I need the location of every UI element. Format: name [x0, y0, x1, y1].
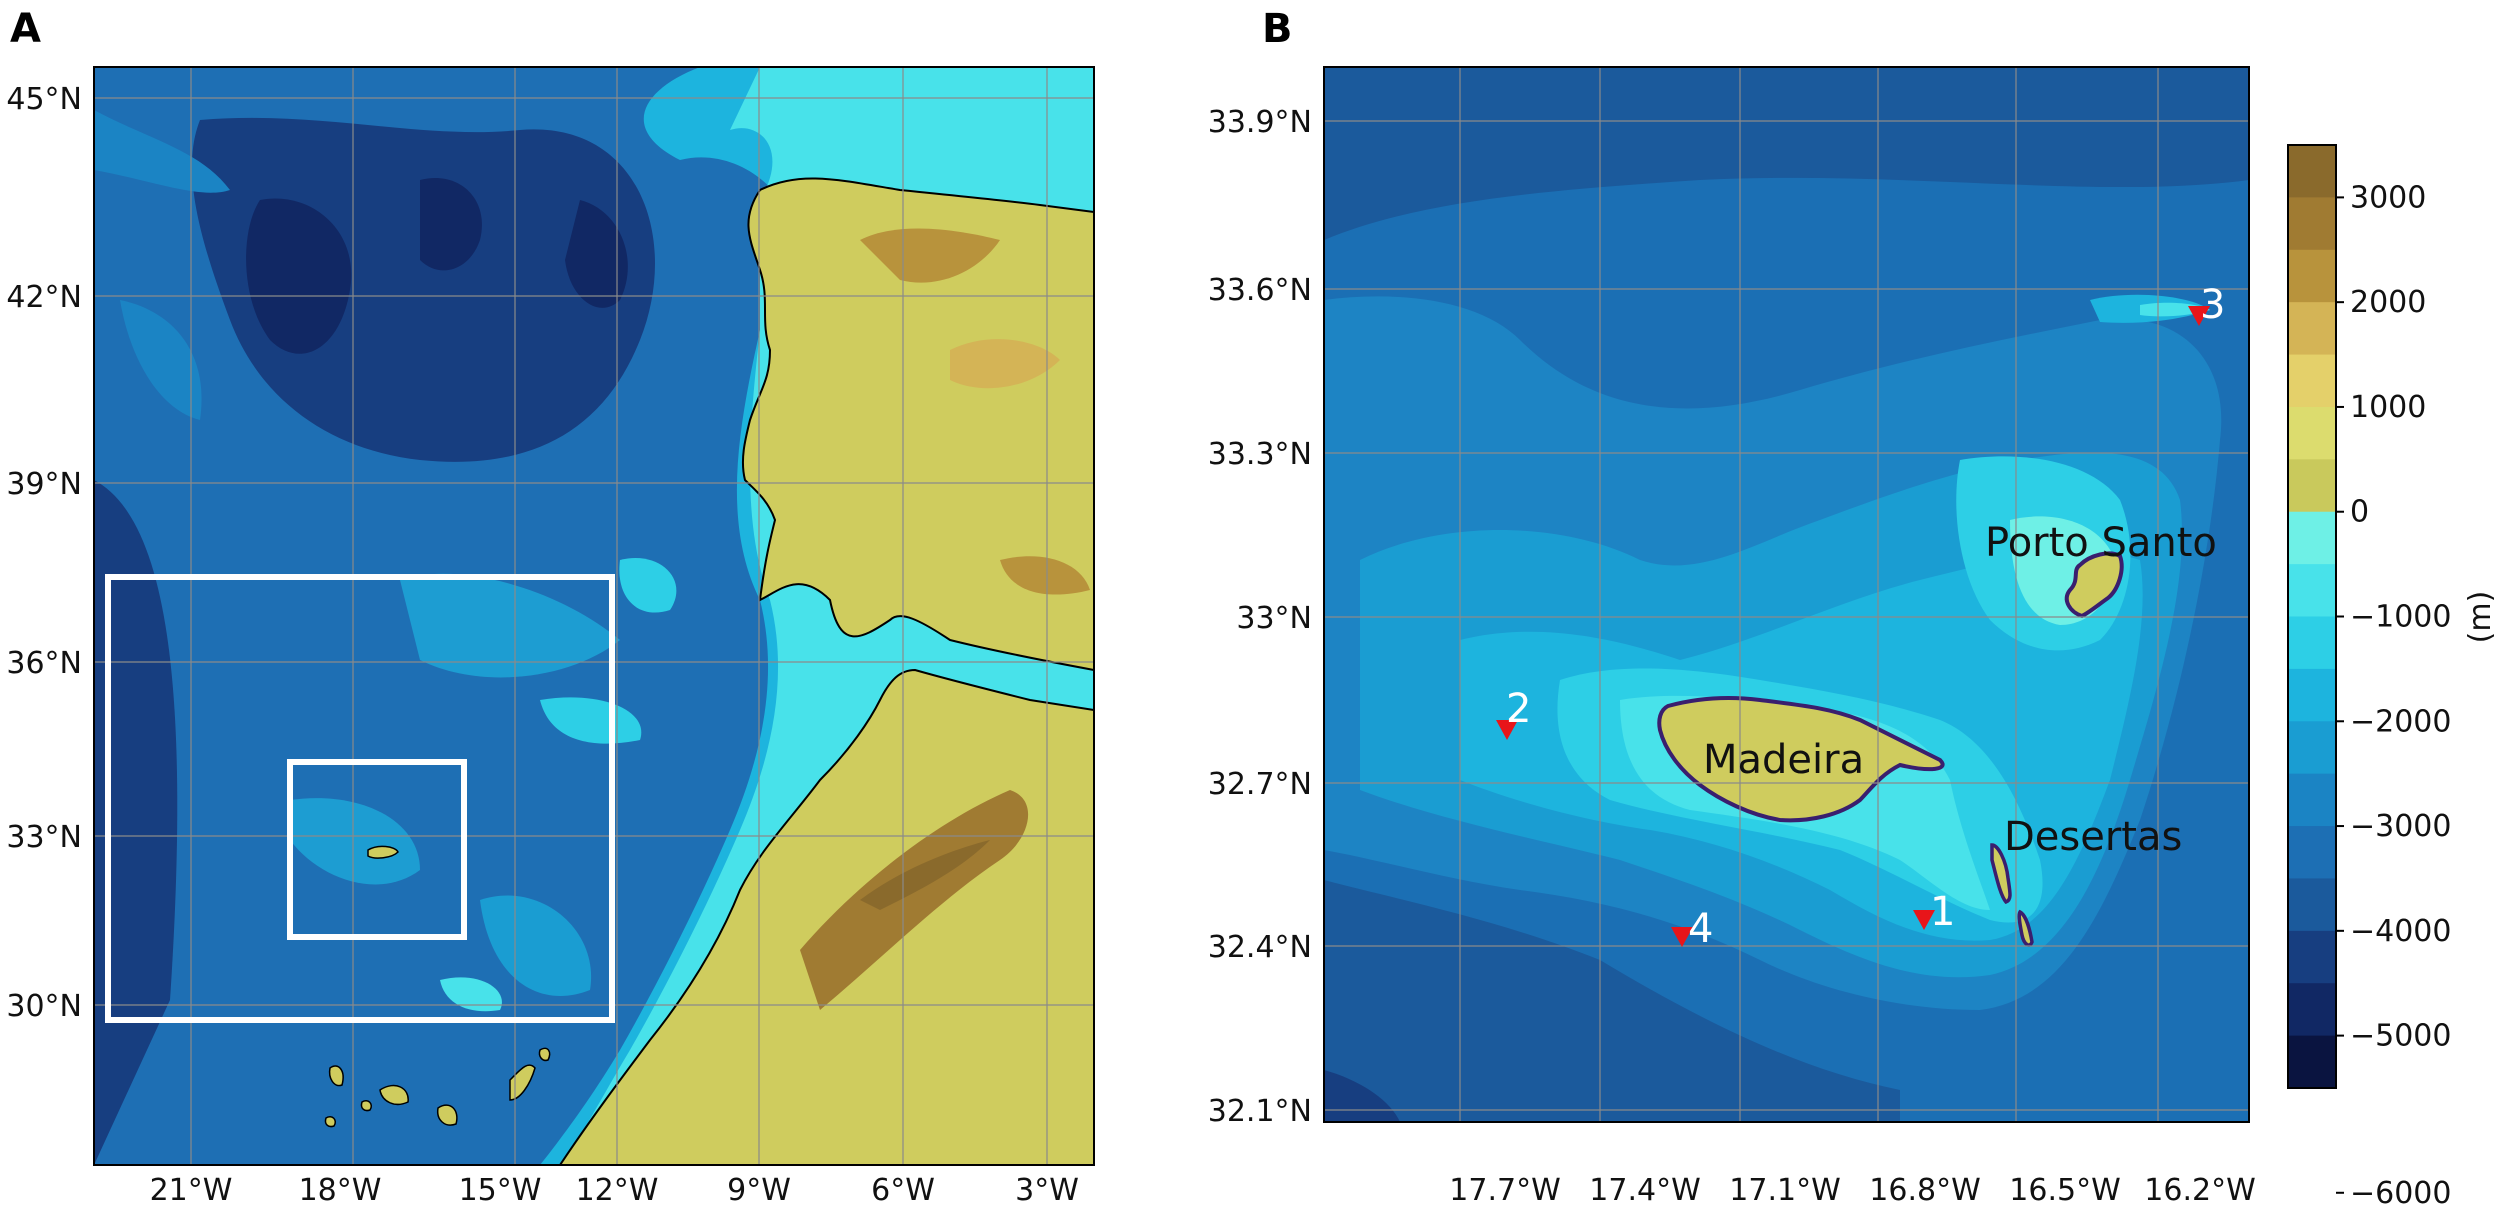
- colorbar-swatch: [2288, 302, 2336, 356]
- lat-tick: 39°N: [6, 467, 82, 502]
- colorbar-swatch: [2288, 564, 2336, 617]
- colorbar: 3000 2000 1000 0 −1000 −2000 −3000 −4000 −5000 −6…: [2287, 144, 2498, 1205]
- panel-b-lon-ticks: 17.7°W 17.4°W 17.1°W 16.8°W 16.5°W 16.2°…: [1449, 1173, 2255, 1205]
- panel-b-letter: B: [1262, 6, 1293, 52]
- colorbar-swatch: [2288, 197, 2336, 251]
- station-marker-1: [1913, 910, 1935, 930]
- lon-tick: 16.8°W: [1869, 1173, 1980, 1205]
- station-marker-4: [1671, 927, 1693, 947]
- lon-tick: 17.7°W: [1449, 1173, 1560, 1205]
- colorbar-swatch: [2288, 145, 2336, 198]
- station-label-3: 3: [2200, 282, 2225, 328]
- lon-tick: 17.4°W: [1589, 1173, 1700, 1205]
- lat-tick: 33.3°N: [1208, 437, 1312, 472]
- panel-a-letter: A: [10, 6, 41, 52]
- stations: [1496, 306, 2210, 947]
- panel-b-map: 1 2 3 4 Porto Santo Madeira Desertas: [1324, 67, 2249, 1122]
- lon-tick: 21°W: [150, 1173, 233, 1205]
- colorbar-swatch: [2288, 721, 2336, 775]
- panel-b-frame: [1323, 66, 2250, 1123]
- lon-tick: 3°W: [1015, 1173, 1079, 1205]
- panel-b: B: [1208, 6, 2256, 1205]
- madeira-small: [367, 845, 399, 859]
- station-marker-2: [1496, 720, 1518, 740]
- lat-tick: 33°N: [6, 820, 82, 855]
- colorbar-swatch: [2288, 878, 2336, 932]
- lat-tick: 30°N: [6, 989, 82, 1024]
- colorbar-swatch: [2288, 354, 2336, 408]
- place-label-desertas: Desertas: [2004, 814, 2182, 860]
- colorbar-tick-label: 1000: [2350, 390, 2426, 425]
- place-label-madeira: Madeira: [1703, 737, 1864, 783]
- africa-land: [558, 668, 1094, 1165]
- panel-b-lat-ticks: 33.9°N 33.6°N 33.3°N 33°N 32.7°N 32.4°N …: [1208, 105, 1312, 1129]
- lon-tick: 6°W: [871, 1173, 935, 1205]
- colorbar-swatch: [2288, 406, 2336, 460]
- station-label-4: 4: [1688, 906, 1713, 952]
- lon-tick: 9°W: [727, 1173, 791, 1205]
- panel-b-gridlines: [1324, 67, 2249, 1122]
- station-marker-3: [2188, 306, 2210, 326]
- lon-tick: 15°W: [459, 1173, 542, 1205]
- panel-a-lon-ticks: 21°W 18°W 15°W 12°W 9°W 6°W 3°W: [150, 1173, 1079, 1205]
- panel-a-map: [94, 67, 1094, 1165]
- colorbar-tick-label: −3000: [2350, 809, 2451, 844]
- lat-tick: 45°N: [6, 82, 82, 117]
- lon-tick: 17.1°W: [1729, 1173, 1840, 1205]
- lat-tick: 36°N: [6, 646, 82, 681]
- lat-tick: 33.6°N: [1208, 273, 1312, 308]
- lon-tick: 18°W: [299, 1173, 382, 1205]
- lon-tick: 16.5°W: [2009, 1173, 2120, 1205]
- colorbar-unit-label: (m): [2463, 591, 2498, 644]
- deep-west: [94, 480, 178, 1165]
- colorbar-tick-label: 2000: [2350, 285, 2426, 320]
- panel-a-frame: [93, 66, 1095, 1166]
- lat-tick: 33.9°N: [1208, 105, 1312, 140]
- colorbar-tick-label: 3000: [2350, 180, 2426, 215]
- colorbar-swatch: [2288, 616, 2336, 670]
- colorbar-swatch: [2288, 983, 2336, 1037]
- colorbar-tick-label: −6000: [2350, 1176, 2451, 1205]
- madeira-island: [1657, 695, 1945, 823]
- lat-tick: 33°N: [1236, 601, 1312, 636]
- colorbar-tick-label: −2000: [2350, 704, 2451, 739]
- deep-iberian-plain: [191, 117, 655, 462]
- lat-tick: 32.1°N: [1208, 1094, 1312, 1129]
- colorbar-ticks: 3000 2000 1000 0 −1000 −2000 −3000 −4000 −5000 −6…: [2336, 180, 2451, 1205]
- colorbar-tick-label: −5000: [2350, 1019, 2451, 1054]
- panel-a: A: [6, 6, 1095, 1205]
- lat-tick: 42°N: [6, 280, 82, 315]
- porto-santo-island: [2064, 551, 2124, 619]
- desertas-island-north: [1990, 843, 2012, 905]
- colorbar-swatch: [2288, 668, 2336, 722]
- colorbar-swatch: [2288, 249, 2336, 303]
- outer-domain-box: [105, 574, 615, 1023]
- panel-a-gridlines: [94, 67, 1094, 1165]
- colorbar-swatches: [2288, 145, 2336, 1089]
- lon-tick: 16.2°W: [2144, 1173, 2255, 1205]
- colorbar-swatch: [2288, 826, 2336, 879]
- place-label-porto-santo: Porto Santo: [1985, 520, 2217, 566]
- colorbar-tick-label: −1000: [2350, 600, 2451, 635]
- colorbar-swatch: [2288, 459, 2336, 513]
- desertas-island-south: [2017, 909, 2034, 947]
- lat-tick: 32.7°N: [1208, 767, 1312, 802]
- station-label-1: 1: [1930, 889, 1955, 935]
- colorbar-tick-label: 0: [2350, 495, 2369, 530]
- iberia-land: [741, 177, 1094, 672]
- lat-tick: 32.4°N: [1208, 930, 1312, 965]
- colorbar-swatch: [2288, 773, 2336, 827]
- colorbar-swatch: [2288, 511, 2336, 565]
- panel-a-lat-ticks: 45°N 42°N 39°N 36°N 33°N 30°N: [6, 82, 82, 1024]
- colorbar-swatch: [2288, 930, 2336, 984]
- colorbar-swatch: [2288, 1035, 2336, 1089]
- atlas-mountains: [800, 790, 1029, 1010]
- lon-tick: 12°W: [576, 1173, 659, 1205]
- inner-domain-box: [287, 759, 467, 940]
- station-label-2: 2: [1506, 686, 1531, 732]
- colorbar-tick-label: −4000: [2350, 914, 2451, 949]
